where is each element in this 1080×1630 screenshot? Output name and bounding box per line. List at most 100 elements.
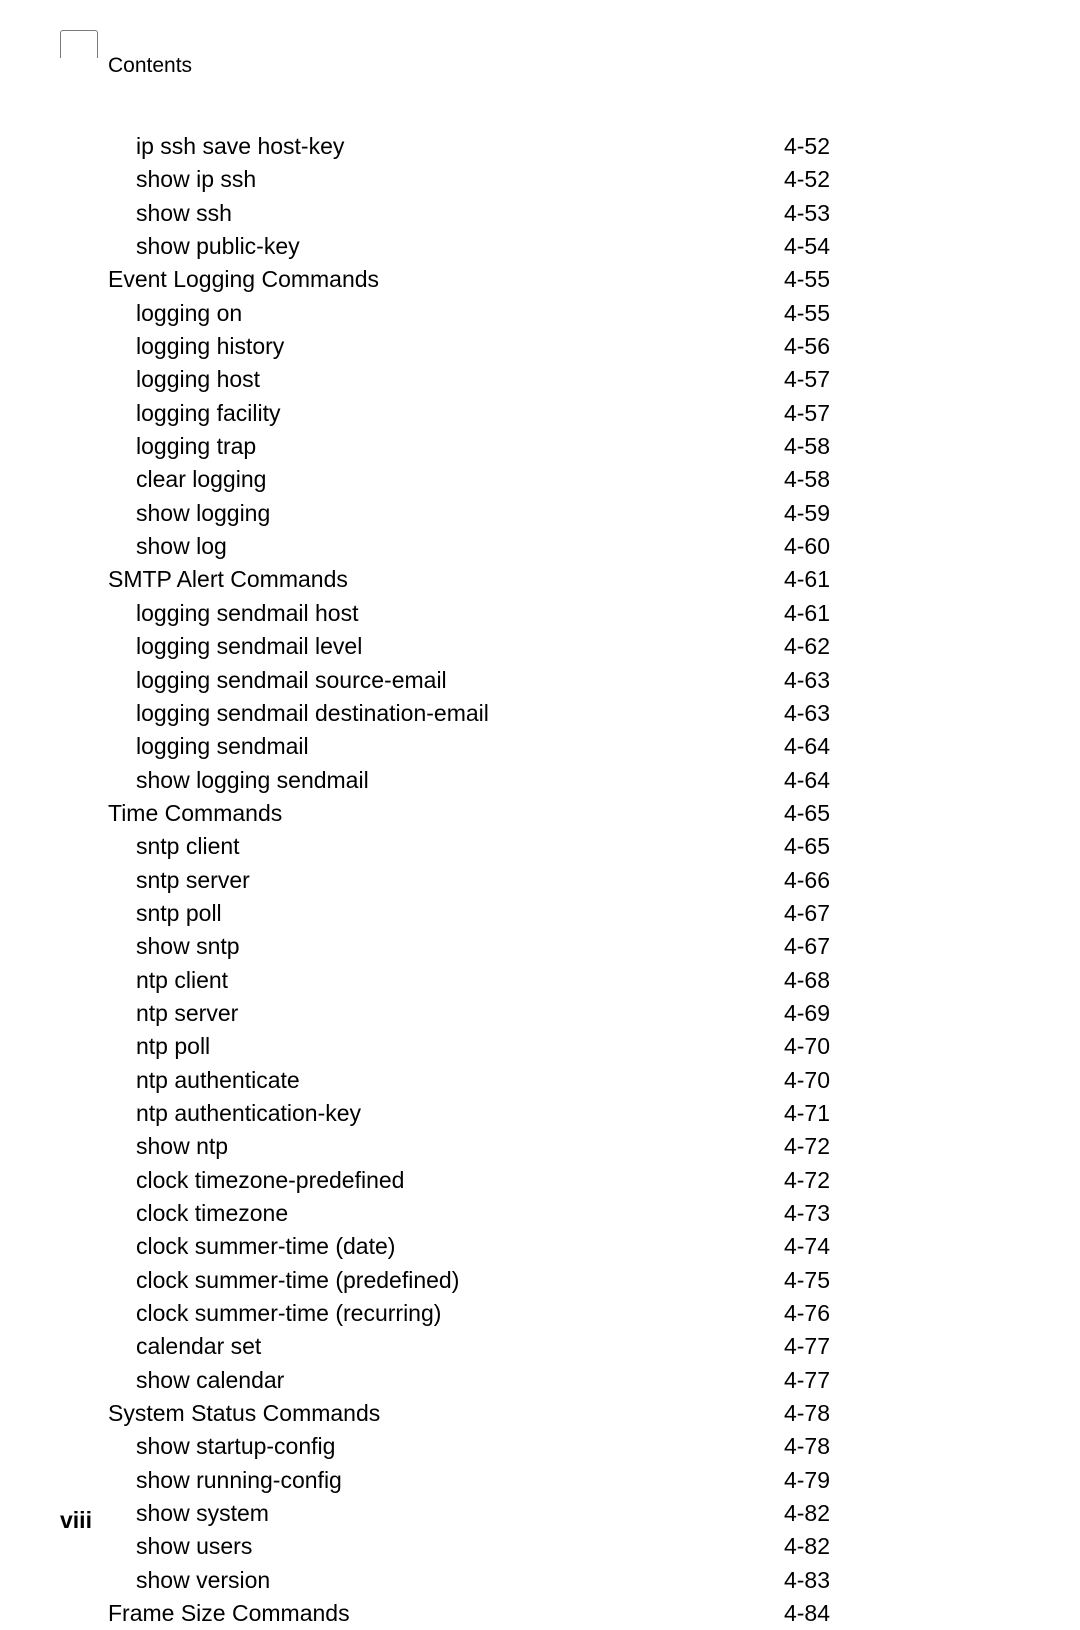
toc-page: 4-76: [784, 1297, 830, 1330]
toc-title: show logging sendmail: [108, 764, 369, 797]
toc-row: clock timezone-predefined4-72: [108, 1164, 830, 1197]
toc-page: 4-53: [784, 197, 830, 230]
toc-page: 4-78: [784, 1397, 830, 1430]
toc-row: logging sendmail destination-email4-63: [108, 697, 830, 730]
toc-row: Frame Size Commands 4-84: [108, 1597, 830, 1630]
toc-row: show sntp4-67: [108, 930, 830, 963]
toc-page: 4-64: [784, 764, 830, 797]
toc-title: show ntp: [108, 1130, 228, 1163]
toc-page: 4-61: [784, 563, 830, 596]
toc-page: 4-65: [784, 797, 830, 830]
toc-page: 4-72: [784, 1164, 830, 1197]
toc-title: sntp client: [108, 830, 240, 863]
toc-page: 4-77: [784, 1330, 830, 1363]
toc-page: 4-61: [784, 597, 830, 630]
toc-row: clock summer-time (predefined)4-75: [108, 1264, 830, 1297]
toc-row: show logging sendmail 4-64: [108, 764, 830, 797]
toc-row: show users 4-82: [108, 1530, 830, 1563]
contents-label: Contents: [108, 54, 192, 78]
toc-row: clock timezone4-73: [108, 1197, 830, 1230]
toc-title: Event Logging Commands: [108, 263, 379, 296]
toc-page: 4-70: [784, 1064, 830, 1097]
toc-page: 4-70: [784, 1030, 830, 1063]
toc-title: show ip ssh: [108, 163, 256, 196]
toc-title: clock timezone: [108, 1197, 288, 1230]
toc-row: sntp client4-65: [108, 830, 830, 863]
toc-row: show log 4-60: [108, 530, 830, 563]
toc-row: clock summer-time (date) 4-74: [108, 1230, 830, 1263]
toc-page: 4-78: [784, 1430, 830, 1463]
toc-row: logging sendmail host 4-61: [108, 597, 830, 630]
toc-page: 4-59: [784, 497, 830, 530]
toc-row: show version4-83: [108, 1564, 830, 1597]
toc-row: show ip ssh 4-52: [108, 163, 830, 196]
toc-row: SMTP Alert Commands4-61: [108, 563, 830, 596]
toc-row: clear logging4-58: [108, 463, 830, 496]
toc-page: 4-74: [784, 1230, 830, 1263]
toc-row: System Status Commands4-78: [108, 1397, 830, 1430]
toc-page: 4-55: [784, 263, 830, 296]
toc-title: show logging: [108, 497, 270, 530]
toc-page: 4-57: [784, 363, 830, 396]
toc-page: 4-84: [784, 1597, 830, 1630]
toc-title: show calendar: [108, 1364, 284, 1397]
toc-row: Event Logging Commands 4-55: [108, 263, 830, 296]
toc-row: logging trap 4-58: [108, 430, 830, 463]
toc-title: logging sendmail level: [108, 630, 362, 663]
toc-title: show version: [108, 1564, 270, 1597]
toc-page: 4-57: [784, 397, 830, 430]
toc-page: 4-75: [784, 1264, 830, 1297]
toc-row: show running-config4-79: [108, 1464, 830, 1497]
toc-title: sntp server: [108, 864, 250, 897]
toc-title: Frame Size Commands: [108, 1597, 350, 1630]
toc-row: ntp server4-69: [108, 997, 830, 1030]
toc-row: logging host 4-57: [108, 363, 830, 396]
toc-title: show ssh: [108, 197, 232, 230]
toc-title: ntp authentication-key: [108, 1097, 361, 1130]
toc-page: 4-63: [784, 697, 830, 730]
toc-title: Time Commands: [108, 797, 282, 830]
toc-title: ntp authenticate: [108, 1064, 300, 1097]
toc-title: ntp poll: [108, 1030, 210, 1063]
toc-page: 4-62: [784, 630, 830, 663]
toc-page: 4-58: [784, 430, 830, 463]
toc-title: clock summer-time (date): [108, 1230, 395, 1263]
toc-title: show log: [108, 530, 227, 563]
toc-page: 4-67: [784, 930, 830, 963]
toc-title: logging trap: [108, 430, 256, 463]
toc-title: show startup-config: [108, 1430, 335, 1463]
toc-title: logging host: [108, 363, 260, 396]
toc-page: 4-82: [784, 1530, 830, 1563]
toc-title: show running-config: [108, 1464, 342, 1497]
toc-page: 4-71: [784, 1097, 830, 1130]
toc-row: sntp poll4-67: [108, 897, 830, 930]
toc-row: logging on4-55: [108, 297, 830, 330]
toc-row: show ntp4-72: [108, 1130, 830, 1163]
toc-title: logging sendmail source-email: [108, 664, 447, 697]
toc-title: clock summer-time (recurring): [108, 1297, 441, 1330]
toc-title: show users: [108, 1530, 252, 1563]
toc-page: 4-66: [784, 864, 830, 897]
toc-title: logging facility: [108, 397, 280, 430]
toc-page: 4-52: [784, 163, 830, 196]
toc-page: 4-55: [784, 297, 830, 330]
toc-title: ntp client: [108, 964, 228, 997]
toc-row: ntp poll 4-70: [108, 1030, 830, 1063]
tab-stub: [60, 30, 98, 58]
toc-page: 4-60: [784, 530, 830, 563]
toc-title: ip ssh save host-key: [108, 130, 344, 163]
toc-title: logging sendmail host: [108, 597, 358, 630]
toc-page: 4-68: [784, 964, 830, 997]
toc-row: show startup-config 4-78: [108, 1430, 830, 1463]
toc-page: 4-56: [784, 330, 830, 363]
toc-row: ntp client 4-68: [108, 964, 830, 997]
toc-row: logging sendmail4-64: [108, 730, 830, 763]
toc-page: 4-54: [784, 230, 830, 263]
toc-row: show system4-82: [108, 1497, 830, 1530]
toc-row: clock summer-time (recurring) 4-76: [108, 1297, 830, 1330]
toc-page: 4-64: [784, 730, 830, 763]
toc-page: 4-58: [784, 463, 830, 496]
toc-page: 4-69: [784, 997, 830, 1030]
toc-title: calendar set: [108, 1330, 261, 1363]
toc-page: 4-77: [784, 1364, 830, 1397]
